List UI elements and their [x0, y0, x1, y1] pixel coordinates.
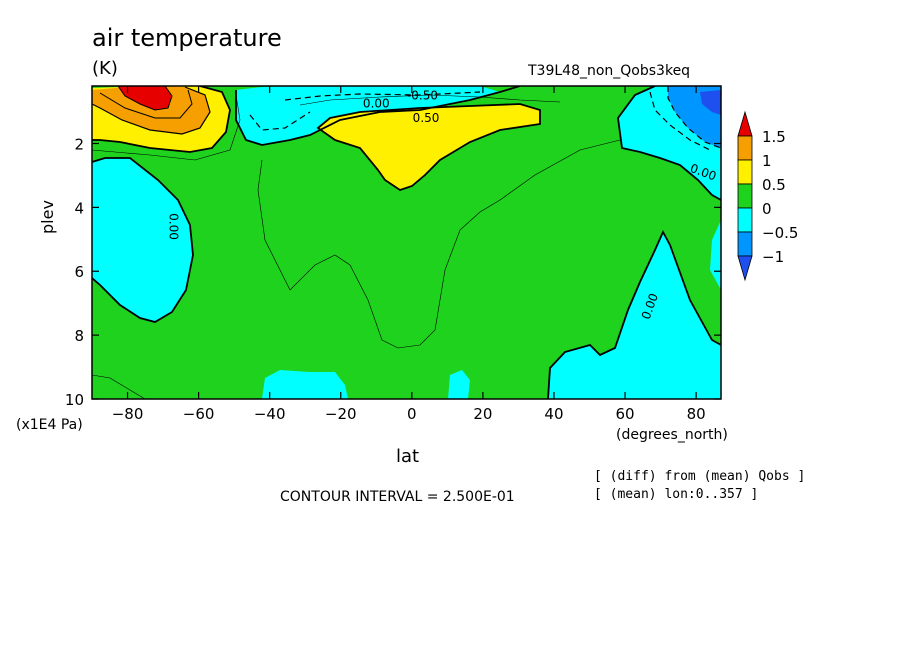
x-tick-label: 80 — [687, 405, 706, 423]
y-tick-label: 2 — [74, 135, 84, 153]
note-mean: [ (mean) lon:0..357 ] — [594, 487, 759, 502]
contour-label-text: -0.50 — [407, 89, 438, 103]
colorbar: 1.5 1 0.5 0 −0.5 −1 — [737, 110, 798, 282]
y-tick-label: 10 — [65, 391, 84, 409]
contour-line-zero-north-low — [547, 229, 721, 399]
fill-region-negative-surface-a — [262, 370, 348, 399]
fill-region-below-minus-1 — [700, 90, 721, 115]
colorbar-segment — [737, 207, 753, 233]
colorbar-segment — [737, 159, 753, 185]
contour-line-thin-3 — [92, 94, 241, 161]
contour-label-text: 0.50 — [413, 111, 440, 125]
y-axis-units: (x1E4 Pa) — [16, 417, 83, 433]
x-tick-label: −40 — [254, 405, 286, 423]
contour-label-text: 0.00 — [363, 97, 390, 111]
contour-line-neg-dashed-2 — [249, 111, 311, 131]
contour-label-text: 0.00 — [167, 213, 181, 240]
contour-line-half-south-pole — [92, 86, 231, 153]
colorbar-bottom-arrow — [737, 255, 753, 282]
contour-line-neg-dashed-north-2 — [649, 91, 711, 151]
fill-region-negative-south-mid — [92, 158, 193, 322]
filled-contours — [92, 86, 721, 399]
experiment-label: T39L48_non_Qobs3keq — [528, 63, 691, 79]
y-tick-label: 8 — [74, 327, 84, 345]
plot-frame — [91, 85, 722, 400]
y-tick-label: 4 — [74, 199, 84, 217]
x-tick-label: 0 — [407, 405, 417, 423]
contour-line-half-tropics — [316, 103, 541, 191]
note-diff: [ (diff) from (mean) Qobs ] — [594, 469, 806, 484]
fill-region-negative-north-low — [548, 232, 721, 399]
contour-line-thin-1 — [257, 139, 621, 349]
x-tick-label: 20 — [473, 405, 492, 423]
contour-label: 0.50 — [413, 111, 440, 125]
y-axis-label: plev — [38, 200, 57, 234]
fill-region-0.5-to-1-tropics — [318, 104, 540, 190]
x-tick-label: 60 — [616, 405, 635, 423]
x-tick-label: −20 — [325, 405, 357, 423]
chart-units: (K) — [92, 58, 118, 79]
colorbar-segment — [737, 183, 753, 209]
colorbar-top-arrow — [737, 110, 753, 137]
fill-region-above-1.5 — [118, 86, 172, 110]
contour-line-1.5-south-pole — [117, 86, 173, 111]
colorbar-level-label: 1.5 — [762, 128, 786, 146]
x-axis-ticks: −80 −60 −40 −20 0 20 40 60 80 — [112, 86, 706, 423]
x-tick-label: 40 — [544, 405, 563, 423]
y-axis-ticks: 2 4 6 8 10 — [65, 135, 721, 409]
contour-line-neg-dashed-north-1 — [667, 86, 721, 149]
fill-region-1-to-1.5 — [92, 86, 210, 134]
y-axis-label-text: plev — [38, 200, 57, 234]
contour-line-zero-north-upper — [617, 86, 721, 201]
contour-label: 0.00 — [363, 97, 390, 111]
contour-line-neg-dashed-1 — [284, 91, 481, 101]
x-axis-label: lat — [396, 446, 420, 467]
contour-line-one-south-pole — [92, 86, 211, 135]
contour-interval: CONTOUR INTERVAL = 2.500E-01 — [280, 489, 515, 505]
colorbar-segment — [737, 231, 753, 257]
fill-region-negative-top-mid — [236, 86, 500, 145]
contour-label: 0.00 — [167, 213, 181, 240]
colorbar-level-label: 1 — [762, 152, 772, 170]
contour-label: -0.50 — [407, 89, 438, 103]
y-tick-label: 6 — [74, 263, 84, 281]
x-tick-label: −80 — [112, 405, 144, 423]
x-axis-units: (degrees_north) — [616, 427, 728, 443]
contour-line-zero-top — [235, 86, 521, 146]
fill-region-negative-surface-b — [448, 370, 470, 399]
contour-line-1.25-south-pole — [99, 89, 193, 119]
colorbar-level-label: −1 — [762, 248, 784, 266]
fill-region-negative-north-edge — [710, 220, 721, 290]
contour-line-zero-south — [92, 157, 194, 323]
chart-title: air temperature — [92, 24, 282, 52]
x-tick-label: −60 — [183, 405, 215, 423]
colorbar-level-label: 0.5 — [762, 176, 786, 194]
contour-lines — [92, 86, 721, 399]
colorbar-segment — [737, 135, 753, 161]
contour-line-thin-2 — [92, 374, 146, 399]
colorbar-level-label: −0.5 — [762, 224, 798, 242]
colorbar-level-label: 0 — [762, 200, 772, 218]
